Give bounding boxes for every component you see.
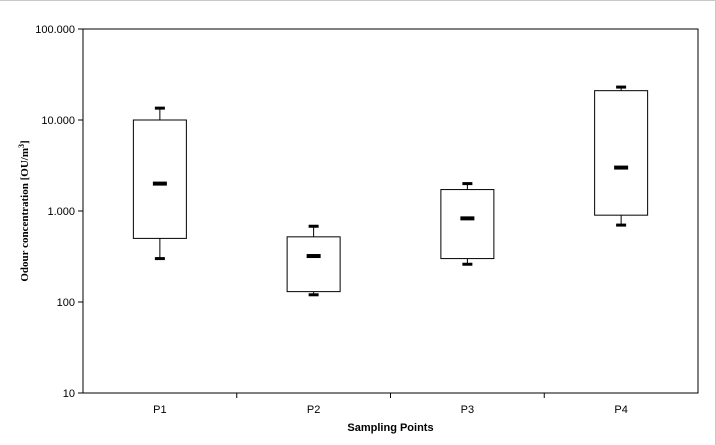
box-p4	[594, 85, 649, 227]
median-marker	[460, 216, 475, 221]
x-axis-title: Sampling Points	[347, 422, 433, 434]
y-tick-label: 10.000	[41, 115, 75, 127]
interquartile-box	[286, 236, 341, 293]
y-axis-title-main: Odour concentration [OU/m	[19, 148, 31, 282]
max-marker	[616, 85, 627, 89]
interquartile-box	[440, 189, 495, 260]
median-marker	[306, 254, 321, 259]
x-tick-label: P3	[461, 404, 474, 416]
y-axis-ticks: 100.000 10.000 1.000 100 10	[35, 24, 83, 400]
box-p1	[132, 106, 187, 261]
y-axis-title-superscript: 3	[17, 144, 26, 148]
box-p3	[440, 182, 495, 266]
median-marker	[614, 165, 629, 170]
y-axis-title-end: ]	[19, 140, 31, 144]
box-series	[132, 85, 649, 297]
max-marker	[462, 182, 473, 186]
interquartile-box	[132, 119, 187, 239]
x-tick-label: P2	[307, 404, 320, 416]
median-marker	[152, 181, 167, 186]
min-marker	[154, 257, 165, 261]
interquartile-box	[594, 90, 649, 216]
y-tick-label: 100	[57, 297, 75, 309]
x-tick-label: P4	[614, 404, 627, 416]
y-axis-title: Odour concentration [OU/m3]	[17, 140, 31, 281]
y-tick-label: 1.000	[47, 206, 75, 218]
box-p2	[286, 224, 341, 297]
x-axis-ticks: P1 P2 P3 P4	[153, 393, 628, 416]
max-marker	[154, 106, 165, 110]
min-marker	[308, 293, 319, 297]
min-marker	[616, 223, 627, 227]
y-tick-label: 100.000	[35, 24, 75, 36]
y-tick-label: 10	[63, 388, 75, 400]
x-tick-label: P1	[153, 404, 166, 416]
max-marker	[308, 224, 319, 228]
min-marker	[462, 262, 473, 266]
